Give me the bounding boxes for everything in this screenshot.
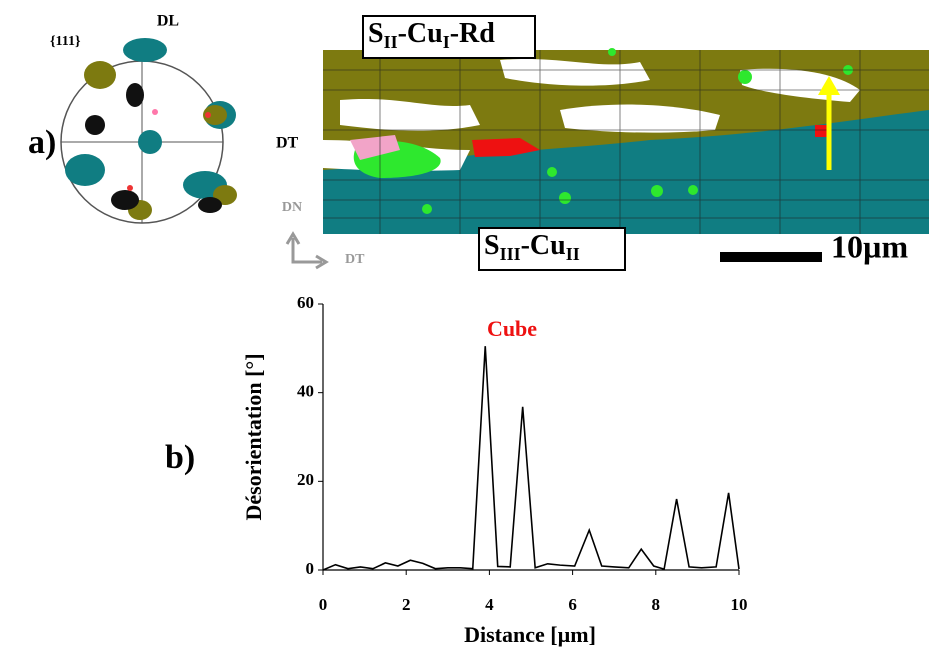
y-axis-label: Désorientation [°] bbox=[241, 353, 266, 520]
label-part: S bbox=[368, 18, 384, 49]
scale-bar bbox=[720, 252, 822, 262]
label-part: -Cu bbox=[398, 18, 443, 49]
x-tick-label: 8 bbox=[652, 595, 661, 614]
x-tick-label: 4 bbox=[485, 595, 494, 614]
y-tick-label: 20 bbox=[297, 470, 314, 489]
orientation-map bbox=[323, 48, 929, 234]
label-part: II bbox=[566, 244, 580, 264]
pole-title: {111} bbox=[50, 34, 81, 49]
label-part: I bbox=[443, 32, 450, 52]
svg-text:SII-CuI-Rd: SII-CuI-Rd bbox=[368, 18, 495, 52]
axis-dt: DT bbox=[345, 252, 365, 267]
label-part: S bbox=[484, 230, 500, 261]
y-tick-label: 60 bbox=[297, 293, 314, 312]
label-top: SII-CuI-Rd bbox=[362, 15, 536, 59]
label-part: -Cu bbox=[521, 230, 566, 261]
label-part: II bbox=[384, 32, 398, 52]
x-axis-label: Distance [µm] bbox=[464, 622, 596, 647]
panel-label: a) bbox=[28, 124, 56, 161]
x-tick-label: 0 bbox=[319, 595, 328, 614]
label-part: -Rd bbox=[450, 18, 496, 49]
axes-arrows bbox=[285, 231, 329, 270]
y-tick-label: 0 bbox=[306, 559, 315, 578]
svg-text:SIII-CuII: SIII-CuII bbox=[484, 230, 580, 264]
pole-top: DL bbox=[157, 13, 179, 30]
y-tick-label: 40 bbox=[297, 382, 314, 401]
annotation: Cube bbox=[487, 316, 537, 341]
label-bottom: SIII-CuII bbox=[478, 227, 626, 271]
x-tick-label: 6 bbox=[568, 595, 577, 614]
pole-right: DT bbox=[276, 135, 299, 152]
axis-dn: DN bbox=[282, 200, 302, 215]
panel-label: b) bbox=[165, 439, 195, 476]
label-part: III bbox=[500, 244, 521, 264]
scale-label: 10µm bbox=[831, 228, 908, 264]
pole-figure bbox=[60, 38, 237, 224]
x-tick-label: 10 bbox=[731, 595, 748, 614]
x-tick-label: 2 bbox=[402, 595, 411, 614]
line bbox=[322, 346, 740, 571]
